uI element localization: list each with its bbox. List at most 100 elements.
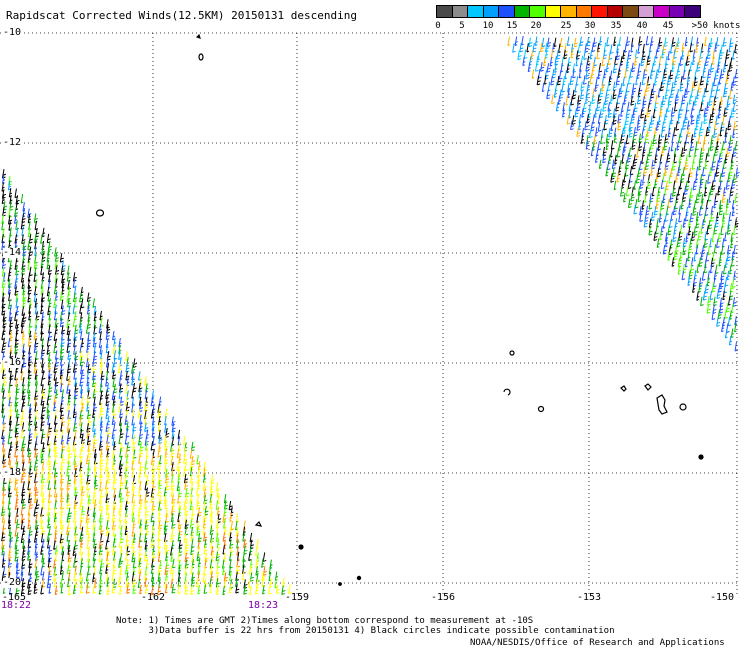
wind-barb <box>653 231 658 242</box>
wind-barb <box>692 206 697 216</box>
wind-barb <box>281 585 286 595</box>
wind-barb <box>709 63 714 73</box>
wind-barb <box>40 545 44 555</box>
wind-barb <box>119 525 123 535</box>
wind-barb <box>725 147 731 158</box>
wind-barb <box>235 584 240 594</box>
wind-barb <box>709 37 713 48</box>
wind-barb <box>656 238 660 248</box>
lat-label: -12 <box>3 137 22 148</box>
wind-barb <box>60 539 65 550</box>
wind-barb <box>20 473 24 484</box>
wind-barb <box>14 514 18 524</box>
wind-barb <box>73 513 77 523</box>
wind-barb <box>41 499 46 510</box>
wind-barb <box>687 173 691 184</box>
wind-barb <box>624 43 628 53</box>
wind-barb <box>698 56 702 66</box>
wind-barb <box>594 82 598 92</box>
wind-barb <box>8 299 13 310</box>
wind-barb <box>655 224 659 235</box>
wind-barb <box>79 584 84 594</box>
wind-barb <box>710 87 714 98</box>
wind-barb <box>46 345 50 355</box>
wind-barb <box>47 305 51 316</box>
wind-barb <box>682 218 686 228</box>
wind-barb <box>623 95 627 105</box>
wind-barb <box>735 167 740 177</box>
wind-barb <box>671 187 677 197</box>
wind-barb <box>719 278 725 288</box>
wind-barb <box>125 454 129 464</box>
wind-barb <box>164 499 168 510</box>
wind-barb <box>53 363 58 374</box>
wind-barb <box>607 108 612 118</box>
wind-barb <box>707 147 710 157</box>
wind-barb <box>176 481 180 492</box>
wind-barb <box>702 291 707 301</box>
wind-barb <box>676 88 680 99</box>
wind-barb <box>546 37 552 48</box>
wind-barb <box>718 205 723 216</box>
wind-barb <box>689 61 693 72</box>
wind-barb <box>15 532 20 542</box>
wind-barb <box>1 169 7 179</box>
wind-barb <box>541 82 545 93</box>
wind-barb <box>105 396 110 407</box>
wind-barb <box>40 487 44 497</box>
wind-barb <box>53 460 56 471</box>
wind-barb <box>646 108 651 118</box>
colorbar-label: 5 <box>459 21 465 31</box>
wind-barb <box>734 193 738 204</box>
wind-barb <box>597 69 601 80</box>
wind-barb <box>85 584 90 594</box>
wind-barb <box>703 238 708 249</box>
wind-barb <box>646 127 650 138</box>
wind-barb <box>131 376 135 386</box>
wind-barb <box>681 50 685 61</box>
wind-barb <box>632 108 636 119</box>
wind-barb <box>724 154 728 164</box>
wind-barb <box>697 109 702 119</box>
wind-barb <box>14 311 17 322</box>
wind-barb <box>53 488 58 498</box>
wind-barb <box>638 141 643 152</box>
wind-barb <box>184 559 189 569</box>
wind-barb <box>730 160 734 170</box>
islands <box>95 33 704 586</box>
wind-barb <box>683 141 688 152</box>
wind-barb <box>641 154 644 165</box>
wind-barb <box>582 75 587 85</box>
wind-barb <box>559 37 564 48</box>
wind-barb <box>650 115 655 126</box>
wind-barb <box>14 286 19 296</box>
wind-barb <box>660 179 665 190</box>
wind-barb <box>72 442 76 452</box>
wind-barb <box>706 276 710 287</box>
wind-barb <box>556 50 561 60</box>
wind-barb <box>546 63 551 73</box>
wind-barb <box>623 141 627 152</box>
wind-barb <box>580 134 585 144</box>
wind-barb <box>601 82 605 92</box>
wind-barb <box>46 395 50 406</box>
wind-barb <box>726 251 731 262</box>
wind-barb <box>66 564 71 575</box>
wind-barb <box>248 551 252 562</box>
wind-barb <box>705 82 709 93</box>
wind-barb <box>633 102 638 113</box>
wind-barb <box>54 389 59 399</box>
wind-barb <box>41 227 46 238</box>
wind-barb <box>698 257 703 267</box>
wind-barb <box>674 199 678 210</box>
time-label: 18:22 <box>0 600 32 611</box>
wind-barb <box>165 551 169 562</box>
wind-barb <box>621 127 626 138</box>
wind-barb <box>685 232 689 243</box>
wind-barb <box>687 252 691 262</box>
wind-barb <box>705 126 710 137</box>
wind-barb <box>7 337 11 348</box>
wind-barb <box>679 82 684 92</box>
wind-barb <box>125 479 128 490</box>
wind-barb <box>610 148 613 158</box>
